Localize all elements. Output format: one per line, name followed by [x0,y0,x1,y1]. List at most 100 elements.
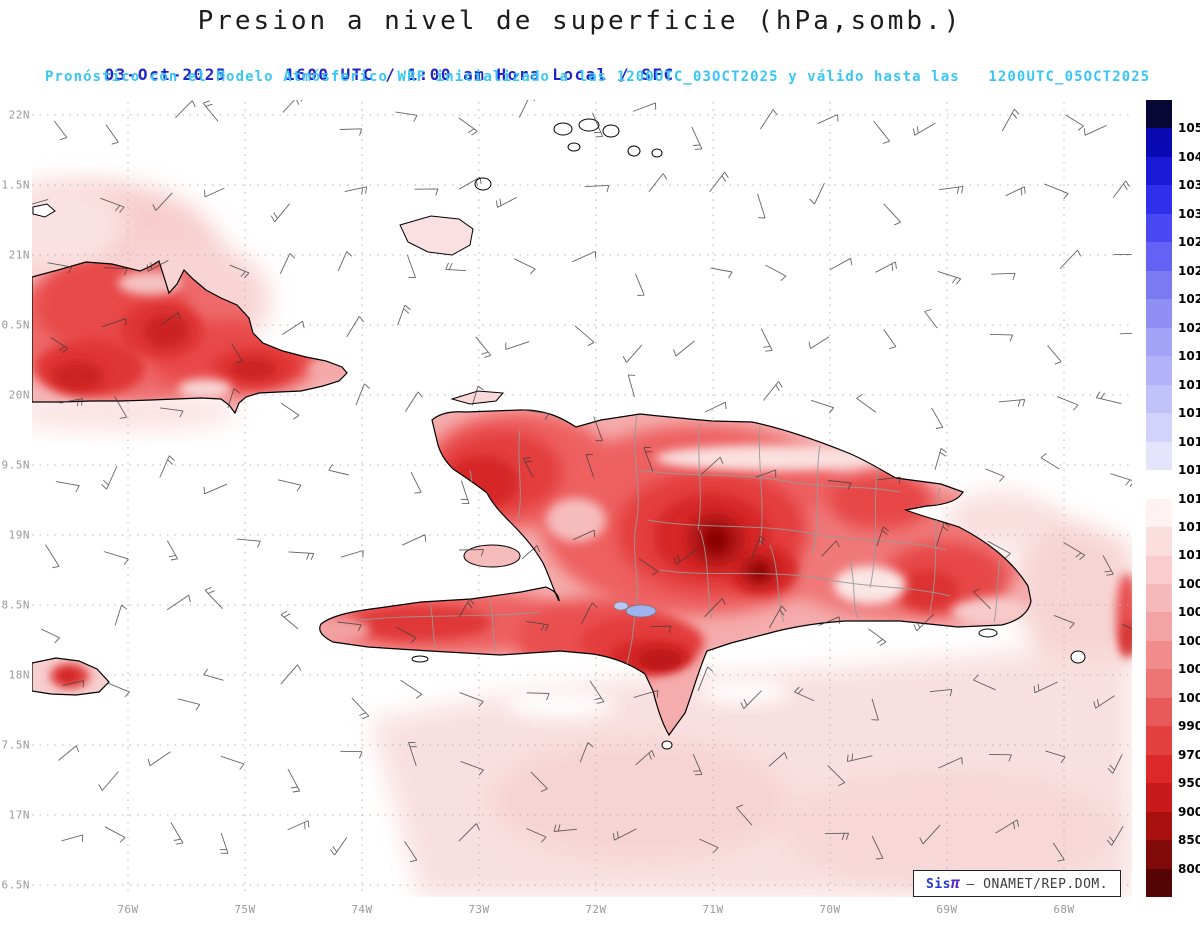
wind-barb [351,697,370,720]
wind-barb [635,750,655,766]
wind-barb [755,469,777,478]
wind-barb [934,448,947,470]
wind-barb [1102,555,1114,576]
colorbar-tick-label: 1019 [1178,349,1200,364]
wind-barb [406,254,417,279]
wind-barb [50,337,69,354]
great-inagua-island [399,215,474,256]
caicos-island [602,124,620,138]
wind-barb [633,689,659,698]
ile-a-vache-island [411,655,429,663]
wind-barb [627,374,636,398]
admin-borders [359,415,1001,669]
wind-barb [105,124,119,145]
wind-barb [1053,614,1075,629]
wind-barb [765,264,787,282]
wind-barb [160,312,181,326]
cuba-coastline [32,260,348,415]
wind-barb [585,454,595,478]
wind-barb [824,832,850,841]
wind-barb [1093,695,1115,709]
wind-barb [691,126,703,150]
wind-barb [673,549,697,565]
colorbar-segment [1146,811,1172,841]
lat-tick-label: 22N [8,108,30,122]
wind-barb [871,698,879,721]
wind-barb [203,483,228,495]
colorbar-segment [1146,213,1172,243]
lat-tick-label: 7.5N [1,738,30,752]
caicos-island [578,118,600,132]
jamaica-landmass [32,657,110,696]
colorbar-tick-label: 1010 [1178,548,1200,563]
wind-barb [760,109,778,130]
wind-barb [1083,124,1107,136]
gonave-island [463,544,521,568]
wind-barb [204,586,223,610]
colorbar-tick-label: 1016 [1178,434,1200,449]
cay-island [32,203,56,218]
wind-barb [810,399,835,414]
colorbar-tick-label: 1040 [1178,149,1200,164]
colorbar-labels: 1050 1040 1035 1030 1028 1025 1022 1020 1019 1018… [1178,100,1200,897]
wind-barb [45,544,60,569]
colorbar-tick-label: 1050 [1178,121,1200,136]
wind-barb [936,522,950,546]
colorbar-tick-label: 800 [1178,861,1200,876]
wind-barb [1065,114,1084,131]
wind-barb [1047,345,1062,365]
wind-barb [809,183,825,205]
wind-barb [919,824,941,845]
wind-barb [1045,750,1066,763]
wind-barb [107,682,130,698]
colorbar-segment [1146,270,1172,300]
wind-barb [458,117,478,136]
wind-barb [460,760,484,776]
wind-barb [1044,183,1069,200]
wind-barb [55,481,80,493]
wind-barb [280,610,299,630]
lat-tick-label: 18N [8,668,30,682]
colorbar-segment [1146,697,1172,727]
wind-barb [876,476,902,485]
wind-barb [339,128,363,136]
colorbar-segment [1146,783,1172,812]
wind-barb [1056,396,1079,411]
wind-barb [530,771,548,793]
attribution-text: – ONAMET/REP.DOM. [966,877,1109,892]
lon-tick-label: 69W [936,903,958,916]
wind-barb [410,471,422,494]
wind-barb [817,114,839,125]
wind-barb [1106,825,1124,846]
wind-barb [202,100,219,122]
lat-tick-label: 17N [8,808,30,822]
wind-barb [673,340,695,357]
wind-barb [175,100,196,119]
subtitle-row: 03-Oct-2025 1600 UTC / 1:00 am Hora Local… [60,46,675,103]
wind-barb [883,203,902,226]
wind-barb [639,558,658,576]
wind-barb [973,674,996,691]
wind-barb [648,173,668,192]
wind-barb [987,540,1011,559]
wind-barb [47,262,73,274]
wind-barb [704,598,726,618]
wind-barb [147,751,171,767]
colorbar-segment [1146,470,1172,499]
lat-tick-label: 0.5N [1,318,30,332]
wind-barb [1110,473,1132,487]
colorbar-segment [1146,754,1172,784]
cuba-landmass [32,260,348,415]
lon-tick-label: 72W [585,903,607,916]
wind-barb [397,304,411,326]
wind-barb [277,479,302,492]
colorbar-segment [1146,299,1172,328]
wind-barb [104,267,128,276]
wind-barb [337,251,353,272]
mona-island [1070,650,1086,664]
wind-barb [337,621,362,632]
attribution-box: Sisπ – ONAMET/REP.DOM. [913,870,1122,897]
wind-barb [572,250,597,263]
colorbar-segment [1146,612,1172,641]
colorbar-tick-label: 1006 [1178,605,1200,620]
